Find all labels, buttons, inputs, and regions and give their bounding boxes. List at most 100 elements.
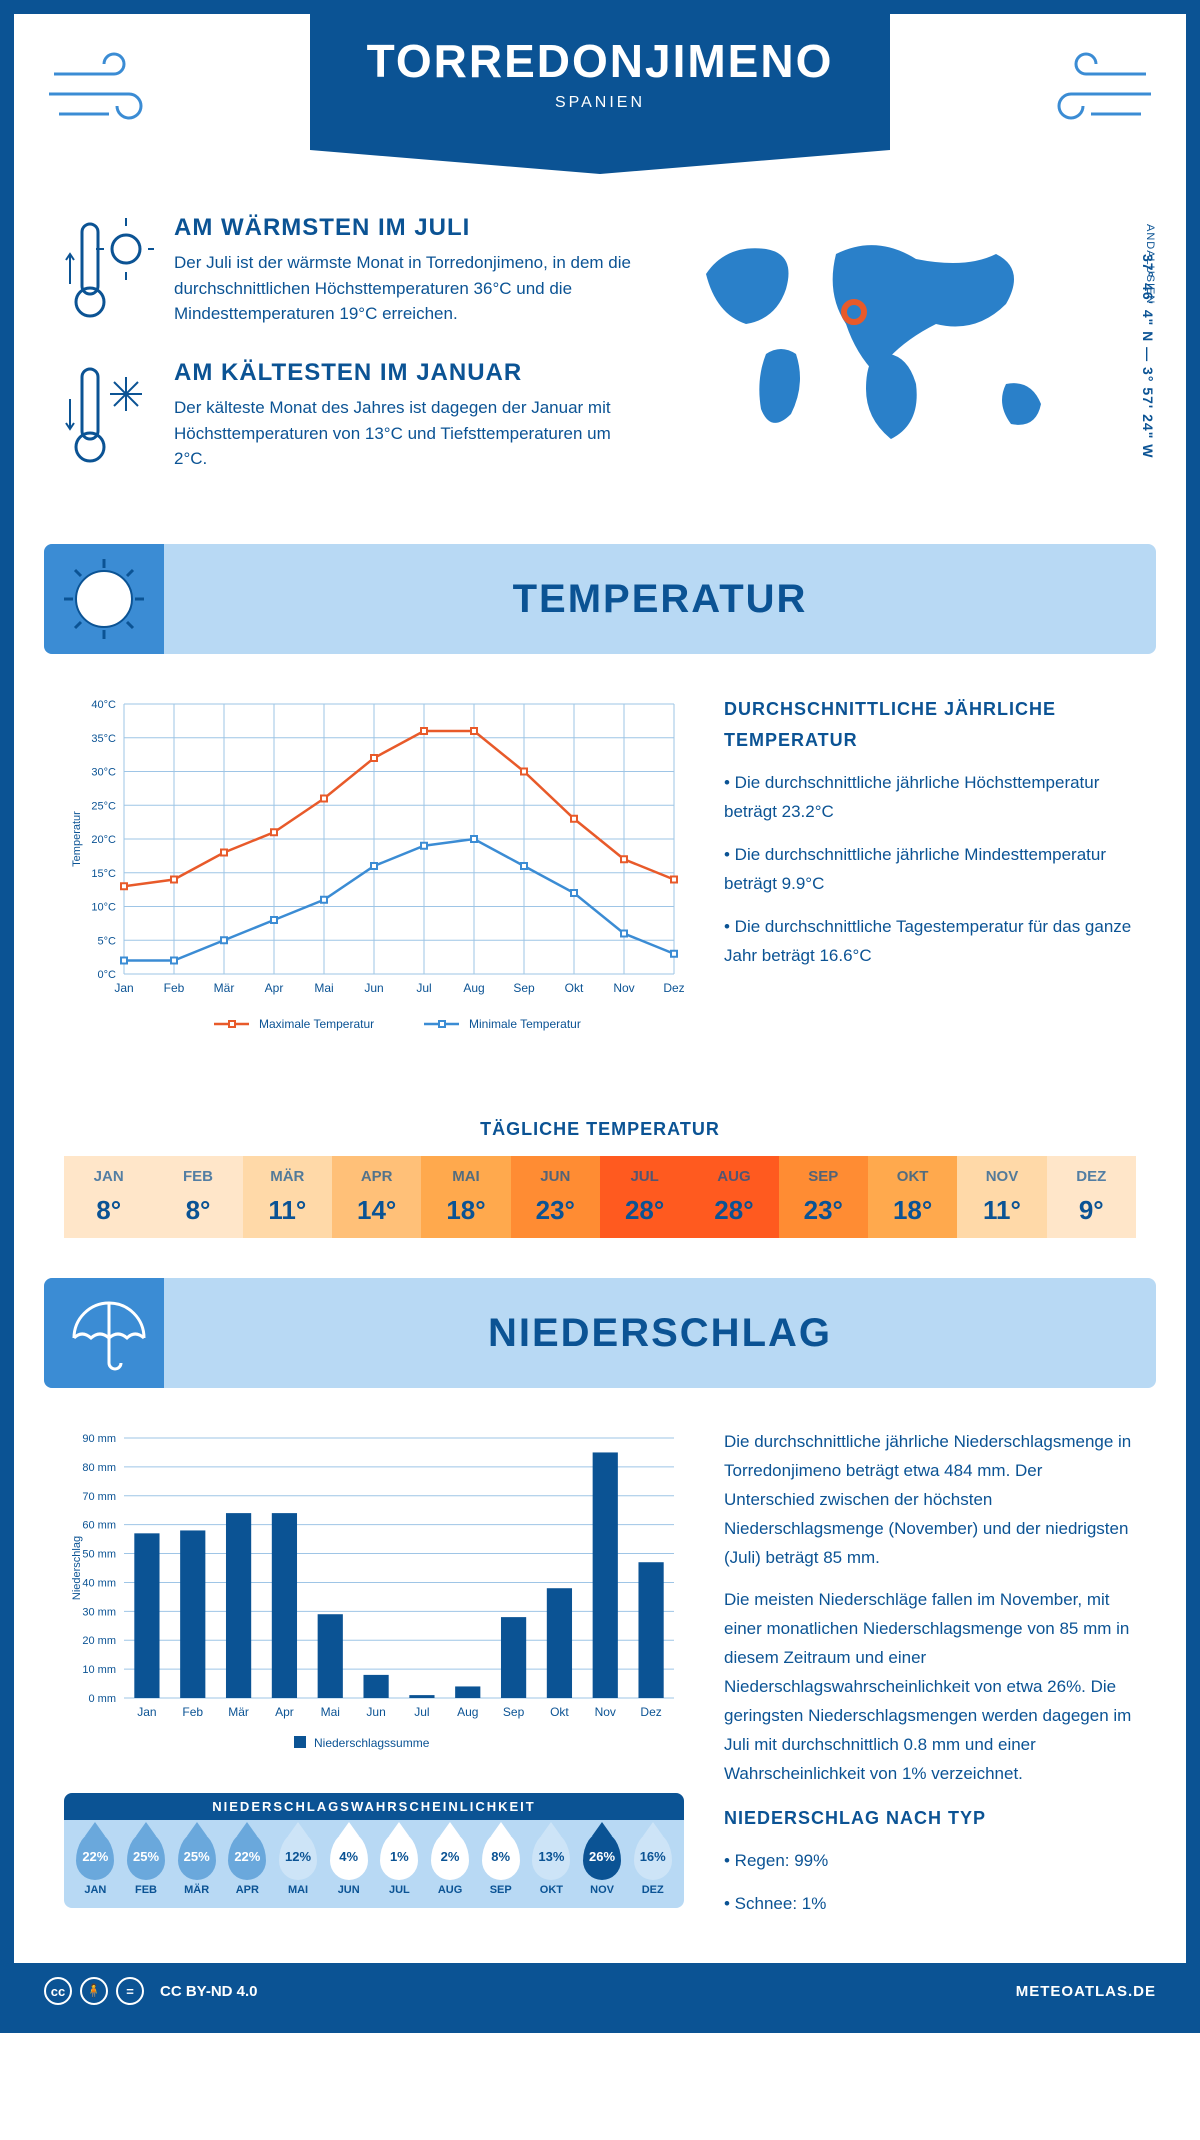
- svg-text:Apr: Apr: [265, 981, 284, 995]
- intro-section: AM WÄRMSTEN IM JULI Der Juli ist der wär…: [14, 174, 1186, 534]
- svg-text:Sep: Sep: [513, 981, 535, 995]
- precip-drop: 22%JAN: [72, 1832, 119, 1896]
- svg-text:Okt: Okt: [550, 1705, 569, 1719]
- precip-drop: 13%OKT: [528, 1832, 575, 1896]
- wind-icon: [1036, 44, 1156, 139]
- temp-bullet-2: • Die durchschnittliche jährliche Mindes…: [724, 841, 1136, 899]
- daily-temp-title: TÄGLICHE TEMPERATUR: [14, 1119, 1186, 1140]
- svg-text:Jan: Jan: [114, 981, 133, 995]
- temp-cell: AUG28°: [689, 1156, 778, 1238]
- footer: cc 🧍 = CC BY-ND 4.0 METEOATLAS.DE: [14, 1963, 1186, 2019]
- country-name: SPANIEN: [310, 94, 890, 112]
- warmest-fact: AM WÄRMSTEN IM JULI Der Juli ist der wär…: [64, 214, 636, 329]
- umbrella-icon: [44, 1278, 164, 1388]
- coordinates: 37° 46' 4" N — 3° 57' 24" W: [1140, 254, 1156, 458]
- svg-text:Jun: Jun: [364, 981, 383, 995]
- svg-text:40°C: 40°C: [91, 699, 116, 711]
- precip-drop: 2%AUG: [427, 1832, 474, 1896]
- svg-text:15°C: 15°C: [91, 868, 116, 880]
- infographic-page: TORREDONJIMENO SPANIEN AM WÄRMSTEN IM JU…: [0, 0, 1200, 2033]
- sun-icon: [44, 544, 164, 654]
- svg-text:25°C: 25°C: [91, 800, 116, 812]
- site-name: METEOATLAS.DE: [1016, 1983, 1156, 2000]
- precipitation-chart: 0 mm10 mm20 mm30 mm40 mm50 mm60 mm70 mm8…: [64, 1428, 684, 1933]
- svg-text:Maximale Temperatur: Maximale Temperatur: [259, 1017, 374, 1031]
- svg-text:Nov: Nov: [613, 981, 634, 995]
- warmest-title: AM WÄRMSTEN IM JULI: [174, 214, 636, 242]
- precip-drop: 1%JUL: [376, 1832, 423, 1896]
- precip-prob-title: NIEDERSCHLAGSWAHRSCHEINLICHKEIT: [64, 1793, 684, 1820]
- temp-cell: NOV11°: [957, 1156, 1046, 1238]
- svg-text:Jul: Jul: [416, 981, 431, 995]
- svg-text:50 mm: 50 mm: [82, 1549, 116, 1561]
- svg-text:Dez: Dez: [640, 1705, 661, 1719]
- temp-cell: APR14°: [332, 1156, 421, 1238]
- svg-text:0°C: 0°C: [98, 969, 117, 981]
- svg-text:Dez: Dez: [663, 981, 684, 995]
- svg-text:Minimale Temperatur: Minimale Temperatur: [469, 1017, 581, 1031]
- temp-bullet-1: • Die durchschnittliche jährliche Höchst…: [724, 769, 1136, 827]
- svg-text:60 mm: 60 mm: [82, 1520, 116, 1532]
- precipitation-content: 0 mm10 mm20 mm30 mm40 mm50 mm60 mm70 mm8…: [14, 1398, 1186, 1963]
- svg-text:Jun: Jun: [366, 1705, 385, 1719]
- license-text: CC BY-ND 4.0: [160, 1983, 258, 2000]
- svg-text:0 mm: 0 mm: [89, 1693, 117, 1705]
- svg-text:10°C: 10°C: [91, 902, 116, 914]
- svg-text:Niederschlag: Niederschlag: [71, 1536, 83, 1600]
- temp-bullet-3: • Die durchschnittliche Tagestemperatur …: [724, 913, 1136, 971]
- svg-text:Mär: Mär: [214, 981, 235, 995]
- city-name: TORREDONJIMENO: [310, 34, 890, 88]
- precip-drop: 12%MAI: [275, 1832, 322, 1896]
- title-banner: TORREDONJIMENO SPANIEN: [310, 14, 890, 174]
- svg-text:Aug: Aug: [457, 1705, 478, 1719]
- by-icon: 🧍: [80, 1977, 108, 2005]
- temp-cell: OKT18°: [868, 1156, 957, 1238]
- precip-drop: 25%FEB: [123, 1832, 170, 1896]
- license-block: cc 🧍 = CC BY-ND 4.0: [44, 1977, 258, 2005]
- svg-text:5°C: 5°C: [98, 935, 117, 947]
- precip-type-2: • Schnee: 1%: [724, 1890, 1136, 1919]
- precipitation-section-header: NIEDERSCHLAG: [44, 1278, 1156, 1388]
- svg-text:Mai: Mai: [321, 1705, 340, 1719]
- svg-text:Temperatur: Temperatur: [71, 811, 83, 867]
- world-map: ANDALUSIEN 37° 46' 4" N — 3° 57' 24" W: [676, 214, 1136, 504]
- precip-drop: 8%SEP: [477, 1832, 524, 1896]
- map-icon: [676, 214, 1096, 474]
- precip-drop: 22%APR: [224, 1832, 271, 1896]
- svg-text:35°C: 35°C: [91, 733, 116, 745]
- precip-p2: Die meisten Niederschläge fallen im Nove…: [724, 1586, 1136, 1788]
- svg-text:Apr: Apr: [275, 1705, 294, 1719]
- svg-text:Aug: Aug: [463, 981, 484, 995]
- temp-cell: SEP23°: [779, 1156, 868, 1238]
- daily-temp-table: JAN8°FEB8°MÄR11°APR14°MAI18°JUN23°JUL28°…: [64, 1156, 1136, 1238]
- precip-type-title: NIEDERSCHLAG NACH TYP: [724, 1803, 1136, 1834]
- svg-text:Sep: Sep: [503, 1705, 525, 1719]
- svg-text:Jul: Jul: [414, 1705, 429, 1719]
- svg-text:Feb: Feb: [182, 1705, 203, 1719]
- thermometer-hot-icon: [64, 214, 154, 329]
- precip-probability-panel: NIEDERSCHLAGSWAHRSCHEINLICHKEIT 22%JAN25…: [64, 1793, 684, 1908]
- temp-cell: JUL28°: [600, 1156, 689, 1238]
- header: TORREDONJIMENO SPANIEN: [14, 14, 1186, 174]
- coldest-fact: AM KÄLTESTEN IM JANUAR Der kälteste Mona…: [64, 359, 636, 474]
- svg-text:90 mm: 90 mm: [82, 1433, 116, 1445]
- temp-cell: JUN23°: [511, 1156, 600, 1238]
- svg-text:Mär: Mär: [228, 1705, 249, 1719]
- svg-text:40 mm: 40 mm: [82, 1577, 116, 1589]
- precip-drop: 25%MÄR: [173, 1832, 220, 1896]
- svg-text:20 mm: 20 mm: [82, 1635, 116, 1647]
- temp-cell: MÄR11°: [243, 1156, 332, 1238]
- svg-text:80 mm: 80 mm: [82, 1462, 116, 1474]
- svg-text:70 mm: 70 mm: [82, 1491, 116, 1503]
- precip-type-1: • Regen: 99%: [724, 1847, 1136, 1876]
- precip-drop: 16%DEZ: [629, 1832, 676, 1896]
- temp-cell: FEB8°: [153, 1156, 242, 1238]
- temp-summary-title: DURCHSCHNITTLICHE JÄHRLICHE TEMPERATUR: [724, 694, 1136, 755]
- cc-icon: cc: [44, 1977, 72, 2005]
- temperature-section-header: TEMPERATUR: [44, 544, 1156, 654]
- precipitation-summary: Die durchschnittliche jährliche Niedersc…: [724, 1428, 1136, 1933]
- temperature-content: 0°C5°C10°C15°C20°C25°C30°C35°C40°CJanFeb…: [14, 664, 1186, 1089]
- temp-cell: MAI18°: [421, 1156, 510, 1238]
- svg-text:Jan: Jan: [137, 1705, 156, 1719]
- temp-cell: DEZ9°: [1047, 1156, 1136, 1238]
